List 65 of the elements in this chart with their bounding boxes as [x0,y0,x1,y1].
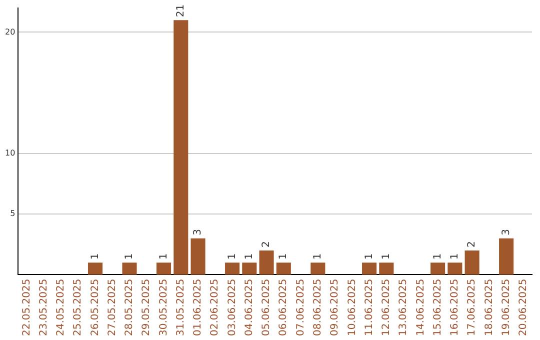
data-label: 1 [450,253,461,260]
x-tick-label: 25.05.2025 [72,278,84,336]
x-tick-label: 31.05.2025 [175,278,186,336]
y-tick-label: 20 [4,27,16,36]
x-tick-label: 15.06.2025 [432,278,444,336]
data-label: 1 [124,253,136,260]
x-tick-label: 17.06.2025 [466,278,478,336]
bar [122,262,137,275]
bar [379,262,394,275]
x-tick-label: 01.06.2025 [192,278,204,336]
x-tick-label: 08.06.2025 [312,278,324,336]
data-label: 1 [158,253,170,260]
x-tick-label: 20.06.2025 [518,278,530,336]
x-tick-label: 05.06.2025 [261,278,272,336]
x-tick-label: 29.05.2025 [141,278,152,336]
data-label: 1 [90,253,101,260]
bar [88,262,103,275]
data-label: 1 [226,253,238,260]
x-tick-label: 14.06.2025 [415,278,426,336]
x-tick-label: 07.06.2025 [295,278,306,336]
bar [310,262,326,275]
bar [156,262,172,275]
x-tick-label: 24.05.2025 [56,278,67,336]
x-tick-label: 02.06.2025 [210,278,221,336]
bar [276,262,291,275]
x-tick-label: 12.06.2025 [381,278,392,336]
data-label: 1 [432,253,444,260]
bar [362,262,377,275]
bar [464,250,480,275]
data-label: 21 [175,4,186,18]
x-tick-label: 03.06.2025 [226,278,238,336]
x-tick-label: 04.06.2025 [244,278,255,336]
x-tick-label: 11.06.2025 [364,278,375,336]
data-label: 1 [278,253,290,260]
bar [224,262,240,275]
x-tick-label: 22.05.2025 [21,278,32,336]
bar [499,238,514,275]
x-tick-label: 23.05.2025 [38,278,50,336]
data-label: 1 [244,253,255,260]
x-tick-label: 18.06.2025 [484,278,495,336]
x-tick-label: 06.06.2025 [278,278,290,336]
x-tick-label: 30.05.2025 [158,278,170,336]
bar [430,262,446,275]
data-label: 1 [364,253,375,260]
x-tick-label: 09.06.2025 [330,278,341,336]
x-tick-label: 28.05.2025 [124,278,136,336]
x-tick-label: 26.05.2025 [90,278,101,336]
data-label: 1 [381,253,392,260]
bar [242,262,257,275]
data-label: 2 [466,241,478,248]
bar [448,262,462,275]
y-tick-label: 10 [4,148,16,158]
x-tick-label: 16.06.2025 [450,278,461,336]
x-tick-label: 27.05.2025 [106,278,118,336]
x-tick-label: 19.06.2025 [500,278,512,336]
y-tick-label: 5 [10,209,16,218]
data-label: 2 [261,241,272,248]
bar [174,20,188,275]
data-label: 3 [192,228,204,236]
bar [190,238,206,275]
bar [259,250,274,275]
x-tick-label: 13.06.2025 [398,278,410,336]
data-label: 3 [500,228,512,236]
x-tick-label: 10.06.2025 [346,278,358,336]
data-label: 1 [312,253,324,260]
